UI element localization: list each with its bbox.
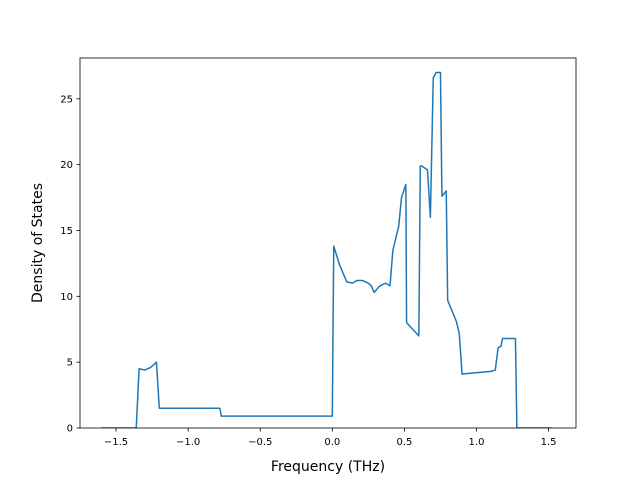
y-axis-title: Density of States — [30, 183, 46, 303]
y-tick-label: 10 — [60, 292, 73, 303]
x-tick-label: −1.5 — [104, 437, 128, 448]
plot-frame — [79, 57, 577, 429]
y-tick-label: 15 — [60, 226, 73, 237]
x-tick-label: −0.5 — [248, 437, 272, 448]
dos-series-line — [101, 71, 552, 428]
y-tick-label: 25 — [60, 94, 73, 105]
x-axis-title: Frequency (THz) — [271, 459, 385, 475]
x-tick-label: 1.5 — [541, 437, 557, 448]
y-tick-label: 0 — [67, 424, 73, 435]
x-tick-label: −1.0 — [176, 437, 200, 448]
x-tick-label: 0.5 — [396, 437, 412, 448]
y-tick-label: 20 — [60, 160, 73, 171]
y-tick-label: 5 — [67, 358, 73, 369]
x-tick-label: 0.0 — [324, 437, 340, 448]
x-tick-label: 1.0 — [469, 437, 485, 448]
